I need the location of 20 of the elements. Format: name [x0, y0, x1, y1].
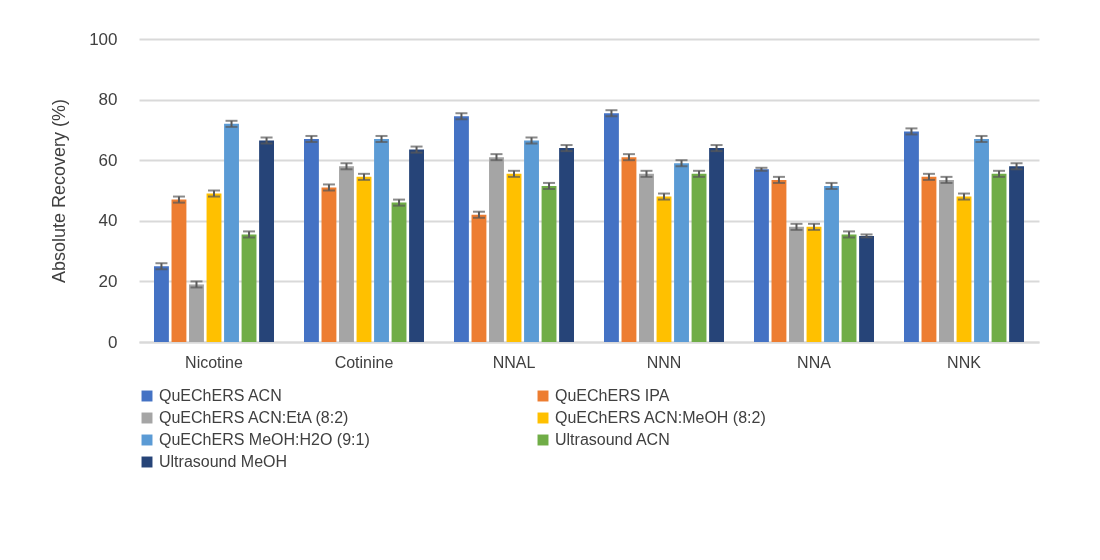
x-tick-label: Nicotine — [185, 353, 243, 371]
legend-label: QuEChERS ACN — [159, 387, 282, 404]
y-tick-label: 60 — [98, 150, 118, 170]
y-tick-label: 80 — [98, 90, 118, 110]
y-tick-label: 20 — [98, 271, 118, 291]
legend-label: QuEChERS ACN:EtA (8:2) — [159, 409, 349, 426]
y-tick-label: 100 — [89, 29, 118, 49]
legend-label: Ultrasound MeOH — [159, 453, 288, 470]
legend-label: QuEChERS MeOH:H2O (9:1) — [159, 431, 370, 448]
legend-label: Ultrasound ACN — [555, 431, 670, 448]
legend-label: QuEChERS IPA — [555, 387, 670, 404]
y-tick-label: 40 — [98, 211, 118, 231]
x-tick-label: NNAL — [492, 353, 536, 371]
legend-label: QuEChERS ACN:MeOH (8:2) — [555, 409, 766, 426]
x-tick-label: Cotinine — [334, 353, 394, 371]
x-tick-label: NNK — [947, 353, 982, 371]
x-tick-label: NNA — [797, 353, 832, 371]
y-axis-title: Absolute Recovery (%) — [49, 98, 70, 284]
y-tick-label: 0 — [108, 332, 118, 352]
x-tick-label: NNN — [646, 353, 682, 371]
